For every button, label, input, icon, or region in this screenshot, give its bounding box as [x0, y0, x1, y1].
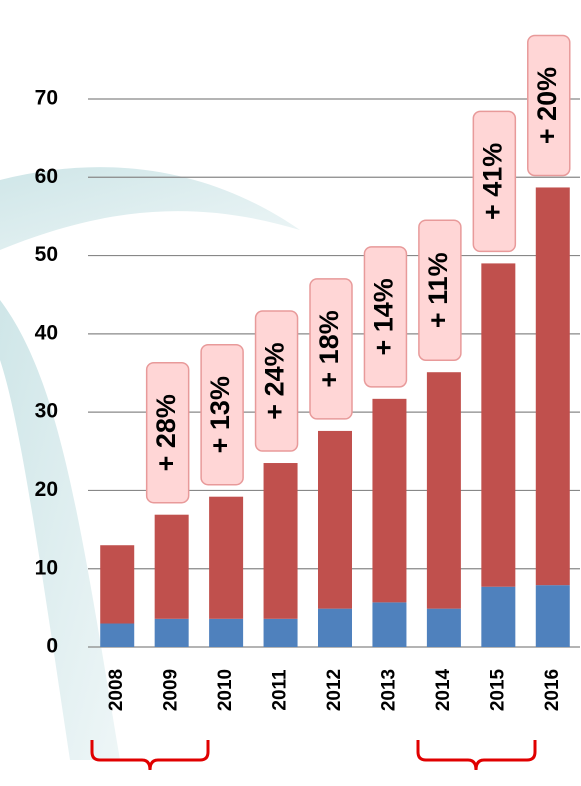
braces	[90, 740, 537, 771]
annotation: + 18%	[314, 310, 344, 387]
bar-segment	[372, 602, 407, 647]
annotation: + 24%	[260, 342, 290, 419]
bar-segment	[318, 430, 352, 609]
x-tick-label: 2009	[161, 669, 182, 711]
annotation-box	[527, 34, 571, 177]
annotation-box	[200, 343, 244, 486]
bar-segment	[154, 618, 189, 647]
y-tick-label: 20	[35, 478, 58, 501]
annotation: + 11%	[423, 252, 453, 328]
y-tick-label: 70	[35, 87, 58, 110]
bar-segment	[209, 618, 244, 647]
y-tick-label: 30	[35, 400, 58, 423]
x-tick-label: 2015	[487, 668, 508, 711]
annotation-box	[363, 246, 408, 388]
bar-segment	[100, 623, 135, 647]
x-tick-label: 2008	[106, 669, 127, 711]
y-tick-label: 50	[35, 243, 58, 266]
bar-segment	[263, 463, 298, 619]
bar-segment	[535, 585, 570, 647]
annotation-box	[418, 219, 462, 361]
y-tick-label: 0	[46, 635, 58, 658]
bar-segment	[372, 398, 407, 603]
bar-segment	[100, 545, 135, 624]
annotation: + 13%	[205, 376, 235, 453]
annotation-box	[145, 361, 190, 504]
annotation-box	[254, 310, 299, 452]
annotation: + 41%	[477, 143, 507, 220]
x-tick-label: 2012	[324, 669, 345, 711]
x-tick-label: 2014	[433, 668, 454, 711]
x-tick-label: 2013	[378, 669, 399, 711]
bar-segment	[154, 514, 189, 619]
x-tick-label: 2016	[542, 669, 563, 711]
bar-segment	[481, 263, 516, 587]
bar-segment	[426, 372, 461, 609]
y-tick-label: 60	[35, 165, 58, 188]
y-tick-label: 10	[35, 556, 58, 579]
bar-segment	[481, 586, 516, 647]
bar-segment	[209, 496, 244, 619]
annotation-box	[472, 110, 517, 253]
bar-segment	[535, 187, 570, 586]
x-tick-label: 2011	[270, 669, 291, 711]
annotation: + 28%	[151, 394, 181, 471]
bar-segment	[426, 608, 461, 647]
annotation: + 20%	[532, 67, 562, 144]
x-tick-label: 2010	[215, 669, 236, 711]
bar-segment	[263, 618, 298, 647]
bar-segment	[318, 608, 352, 647]
annotation-box	[309, 278, 353, 420]
annotation: + 14%	[369, 278, 399, 355]
background-swirl	[0, 167, 300, 760]
y-tick-label: 40	[35, 321, 58, 344]
